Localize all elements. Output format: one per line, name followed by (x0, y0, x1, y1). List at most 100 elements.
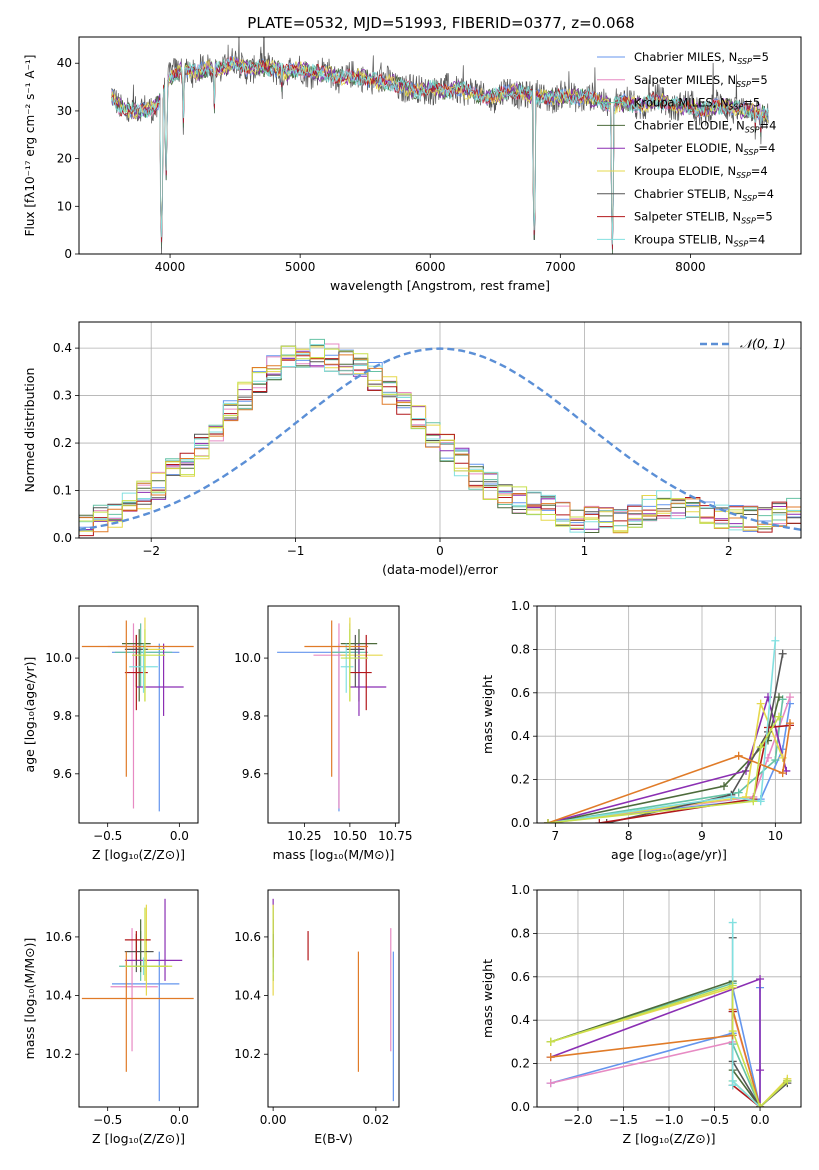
weight-series-line (547, 716, 780, 823)
y-axis-label: age [log₁₀(age/yr)] (22, 657, 37, 773)
weight-marker (728, 918, 737, 927)
weight-marker (778, 649, 787, 658)
legend-label: Salpeter MILES, NSSP=5 (634, 73, 768, 89)
x-tick-label: 4000 (155, 260, 186, 274)
y-axis-label: Normed distribution (22, 368, 37, 493)
weight-marker (546, 1037, 555, 1046)
x-tick-label: 8000 (675, 260, 706, 274)
weight-series-line (606, 653, 784, 823)
axes-frame (267, 605, 400, 824)
y-tick-label: 1.0 (511, 883, 530, 897)
x-tick-label: 6000 (415, 260, 446, 274)
weight-marker (546, 1079, 555, 1088)
x-axis-label: mass [log₁₀(M/M⊙)] (273, 847, 395, 862)
y-tick-label: 0.6 (511, 970, 530, 984)
x-tick-label: 7 (552, 829, 560, 843)
weight-marker (544, 819, 552, 823)
y-tick-label: 10.4 (234, 989, 261, 1003)
axes-frame (78, 889, 199, 1108)
y-tick-label: 0.0 (511, 1100, 530, 1114)
x-axis-label: Z [log₁₀(Z/Z⊙)] (92, 847, 185, 862)
x-tick-label: −2 (142, 544, 160, 558)
weight-series-line (547, 640, 777, 823)
x-axis-label: Z [log₁₀(Z/Z⊙)] (623, 1131, 716, 1146)
legend-label: Salpeter ELODIE, NSSP=4 (634, 141, 775, 157)
x-tick-label: −2.0 (563, 1113, 592, 1127)
axes-frame (78, 605, 199, 824)
weight-marker (728, 1076, 737, 1085)
y-tick-label: 0.4 (511, 729, 530, 743)
legend-label: Kroupa MILES, NSSP=5 (634, 96, 760, 112)
weight-marker (734, 751, 743, 760)
x-tick-label: 0.0 (170, 1113, 189, 1127)
x-axis-label: Z [log₁₀(Z/Z⊙)] (92, 1131, 185, 1146)
weight-marker (786, 693, 794, 702)
y-tick-label: 0.2 (511, 773, 530, 787)
axes-frame (78, 36, 802, 255)
y-tick-label: 0.3 (53, 389, 72, 403)
y-tick-label: 10.6 (45, 930, 72, 944)
y-tick-label: 40 (57, 56, 72, 70)
y-tick-label: 9.8 (53, 709, 72, 723)
y-tick-label: 0.2 (511, 1057, 530, 1071)
weight-vs-age-panel: 7 8 9 10 0.0 0.2 0.4 0.6 0.8 1.0 age [log₁₀(age/yr… (480, 599, 802, 862)
y-tick-label: 20 (57, 152, 72, 166)
normal-pdf-curve (79, 347, 801, 531)
y-tick-label: 10.4 (45, 989, 72, 1003)
weight-marker (749, 797, 758, 806)
weight-marker (771, 636, 780, 645)
x-tick-label: −0.5 (700, 1113, 729, 1127)
weight-marker (756, 743, 765, 752)
weight-marker (720, 782, 728, 791)
legend-label: Chabrier STELIB, NSSP=4 (634, 187, 774, 203)
weight-marker (728, 981, 737, 990)
y-tick-label: 10.0 (45, 651, 72, 665)
axes-frame (267, 889, 400, 1108)
weight-marker (771, 756, 780, 765)
weight-marker (546, 1053, 555, 1062)
weight-series-line (547, 700, 784, 823)
x-tick-label: 5000 (285, 260, 316, 274)
x-tick-label: 8 (625, 829, 633, 843)
y-axis-label: mass [log₁₀(M/M⊙)] (22, 938, 37, 1060)
x-axis-label: E(B-V) (314, 1131, 353, 1146)
weight-marker (756, 974, 765, 983)
legend-label: Kroupa ELODIE, NSSP=4 (634, 164, 768, 180)
weight-marker (602, 819, 611, 823)
x-tick-label: 2 (725, 544, 733, 558)
weight-series-line (550, 1011, 761, 1107)
x-axis-label: age [log₁₀(age/yr)] (611, 847, 727, 862)
weight-marker (756, 1066, 765, 1075)
weight-marker (734, 788, 743, 797)
legend-label: Chabrier MILES, NSSP=5 (634, 50, 769, 66)
x-tick-label: 0.0 (170, 829, 189, 843)
figure-title: PLATE=0532, MJD=51993, FIBERID=0377, z=0… (247, 14, 634, 32)
x-tick-label: 10.75 (378, 829, 412, 843)
histogram-step (79, 345, 801, 538)
y-tick-label: 10.2 (234, 1047, 261, 1061)
y-tick-label: 0.0 (511, 816, 530, 830)
y-tick-label: 9.8 (242, 709, 261, 723)
weight-marker (775, 712, 783, 721)
x-tick-label: 10.50 (333, 829, 367, 843)
y-tick-label: 0.1 (53, 484, 72, 498)
weight-series-line (731, 922, 761, 1107)
x-tick-label: 0.0 (750, 1113, 769, 1127)
y-tick-label: 10.0 (234, 651, 261, 665)
x-tick-label: −1 (287, 544, 305, 558)
weight-marker (783, 1076, 792, 1085)
y-tick-label: 10.6 (234, 930, 261, 944)
x-tick-label: −1.0 (654, 1113, 683, 1127)
weight-marker (775, 693, 783, 702)
weight-marker (727, 792, 736, 801)
x-tick-label: −1.5 (609, 1113, 638, 1127)
x-tick-label: 9 (698, 829, 706, 843)
y-axis-label: mass weight (480, 959, 495, 1038)
y-tick-label: 0.0 (53, 531, 72, 545)
y-tick-label: 0.4 (53, 341, 72, 355)
weight-series-line (599, 724, 791, 823)
age-vs-Z-panel: −0.5 0.0 9.6 9.8 10.0 Z [log₁₀(Z/Z⊙)] age [log… (22, 605, 199, 862)
weight-marker (778, 769, 787, 778)
spectrum-series-line (111, 57, 769, 245)
